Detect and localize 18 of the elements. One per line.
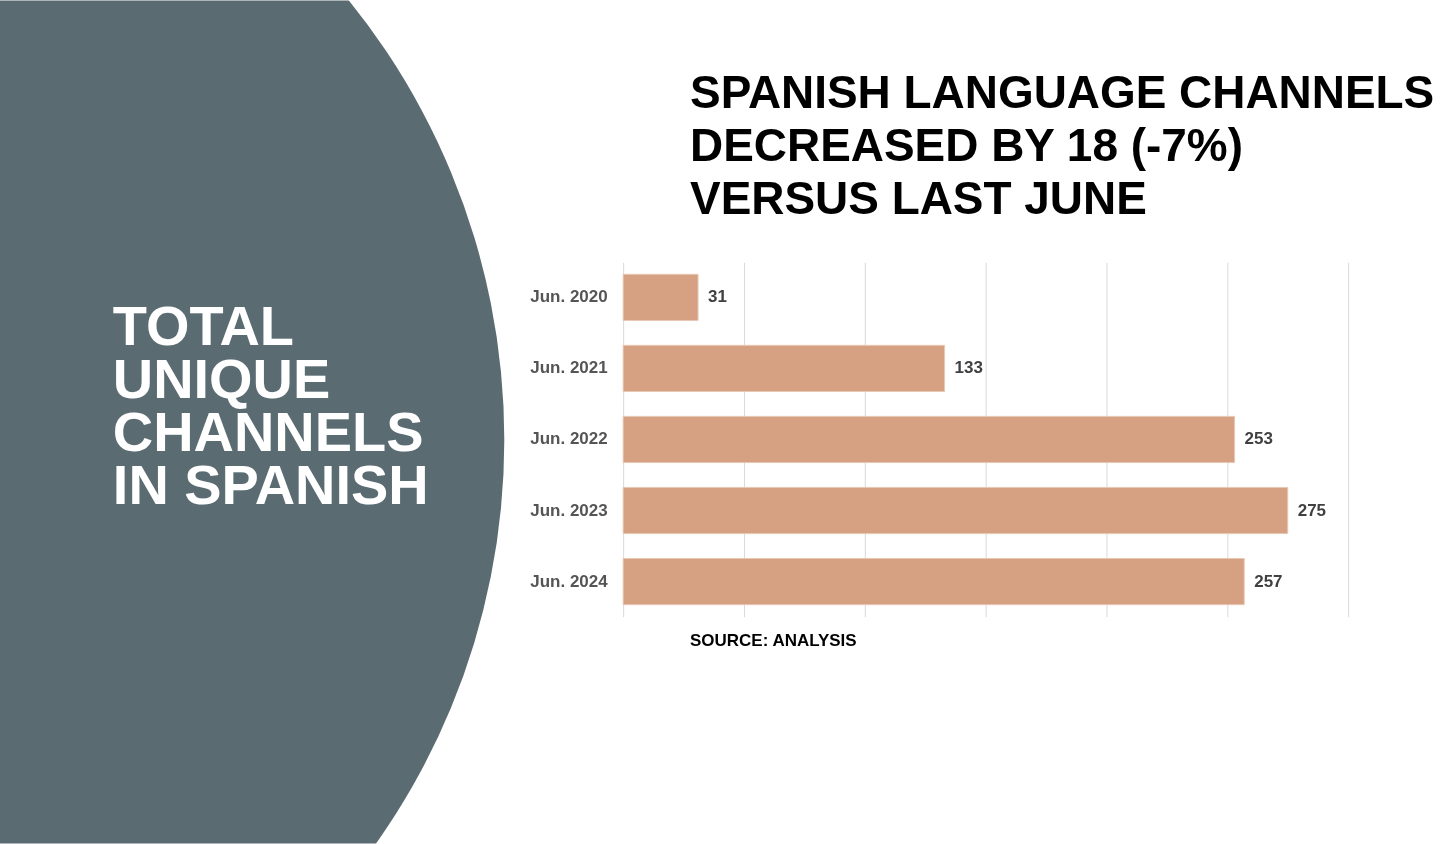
data-label: 257 [1254,571,1283,591]
y-tick-label: Jun. 2023 [530,500,608,520]
y-tick-label: Jun. 2021 [530,358,608,378]
y-tick-label: Jun. 2020 [530,287,608,307]
bar [622,486,1289,535]
source-note: SOURCE: ANALYSIS [690,630,857,650]
data-label: 31 [708,287,727,307]
y-tick-label: Jun. 2024 [530,571,609,591]
data-label: 133 [954,358,983,378]
data-label: 275 [1297,500,1327,520]
bar [622,415,1236,464]
bar [622,344,946,393]
data-label: 253 [1244,429,1273,449]
chart-title: SPANISH LANGUAGE CHANNELS DECREASED BY 18 (-7%) VERSUS LAST JUNE [690,66,1435,225]
text: TOTAL UNIQUE CHANNELS IN SPANISH [112,294,429,516]
y-tick-label: Jun. 2022 [530,429,608,449]
bar [622,557,1245,606]
bar [622,273,699,321]
